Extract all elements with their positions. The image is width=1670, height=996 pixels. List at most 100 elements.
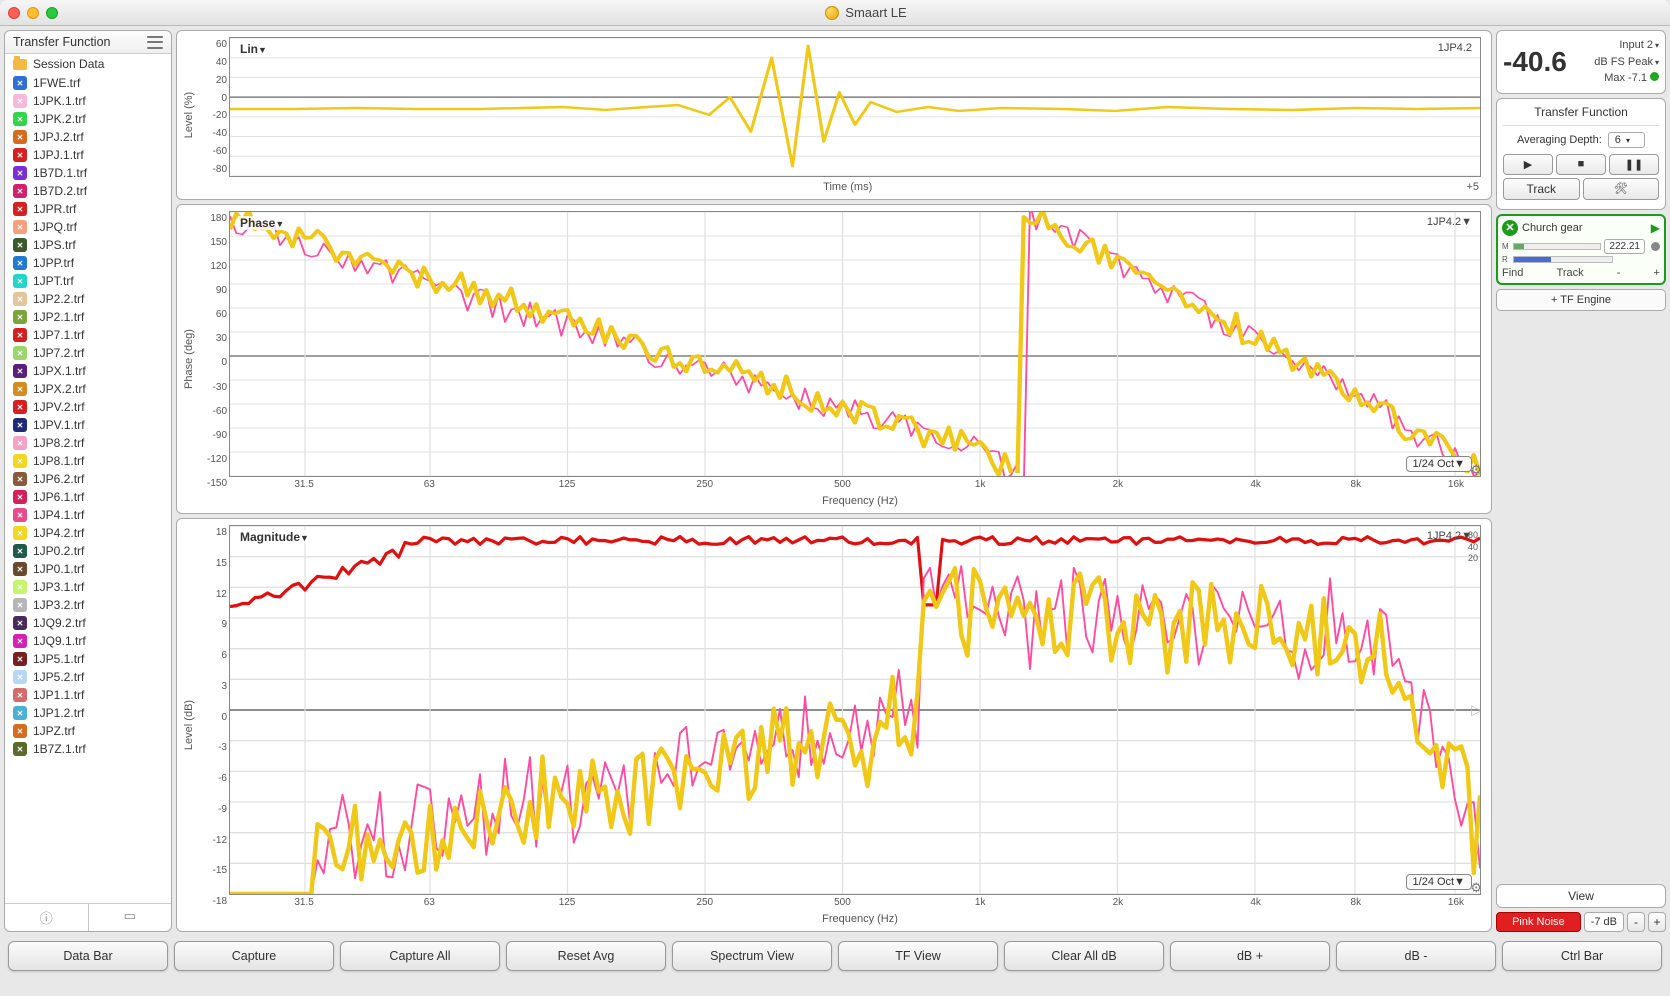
file-icon [13,220,27,234]
file-row[interactable]: 1JPJ.1.trf [5,146,171,164]
file-row[interactable]: 1JP6.2.trf [5,470,171,488]
file-row[interactable]: 1JP2.2.trf [5,290,171,308]
file-row[interactable]: 1JQ9.1.trf [5,632,171,650]
minimize-window-icon[interactable] [27,7,39,19]
mag-plot-area[interactable]: Magnitude▼ 1JP4.2▼ 1/24 Oct▼ 804020 ▷ ✕ … [229,525,1481,895]
sidebar-title: Transfer Function [13,35,111,49]
file-row[interactable]: 1JP5.1.trf [5,650,171,668]
file-row[interactable]: 1JP1.2.trf [5,704,171,722]
pink-plus-button[interactable]: + [1648,912,1666,932]
ir-time-offset: +5 [1466,181,1479,193]
file-row[interactable]: 1B7D.2.trf [5,182,171,200]
tf-play-button[interactable]: ▶ [1503,154,1553,175]
file-row[interactable]: 1JP1.1.trf [5,686,171,704]
file-row[interactable]: 1JPQ.trf [5,218,171,236]
file-icon [13,346,27,360]
file-row[interactable]: 1FWE.trf [5,74,171,92]
file-row[interactable]: 1JPT.trf [5,272,171,290]
bottom-ctrl-bar-button[interactable]: Ctrl Bar [1502,941,1662,971]
file-row[interactable]: 1JP6.1.trf [5,488,171,506]
pink-minus-button[interactable]: - [1627,912,1645,932]
file-row[interactable]: 1JPX.2.trf [5,380,171,398]
mag-smoothing-selector[interactable]: 1/24 Oct▼ [1406,874,1472,890]
engine-track-button[interactable]: Track [1557,267,1584,279]
generator-row: Pink Noise -7 dB - + [1496,912,1666,932]
bottom-spectrum-view-button[interactable]: Spectrum View [672,941,832,971]
file-row[interactable]: 1JP0.2.trf [5,542,171,560]
file-row[interactable]: 1JPV.2.trf [5,398,171,416]
file-row[interactable]: 1JPK.2.trf [5,110,171,128]
file-row[interactable]: 1JPZ.trf [5,722,171,740]
bottom-capture-button[interactable]: Capture [174,941,334,971]
bottom-clear-all-db-button[interactable]: Clear All dB [1004,941,1164,971]
add-tf-engine-button[interactable]: + TF Engine [1496,289,1666,311]
close-window-icon[interactable] [8,7,20,19]
file-name: 1JPS.trf [33,238,76,252]
file-row[interactable]: 1JP7.2.trf [5,344,171,362]
file-row[interactable]: 1JPK.1.trf [5,92,171,110]
bottom-tf-view-button[interactable]: TF View [838,941,998,971]
file-icon [13,400,27,414]
file-row[interactable]: 1JPX.1.trf [5,362,171,380]
file-row[interactable]: 1JPR.trf [5,200,171,218]
file-row[interactable]: 1JP7.1.trf [5,326,171,344]
file-row[interactable]: 1JP3.1.trf [5,578,171,596]
file-row[interactable]: 1JPP.trf [5,254,171,272]
mag-title[interactable]: Magnitude▼ [238,530,311,544]
tf-pause-button[interactable]: ❚❚ [1609,154,1659,175]
ir-title[interactable]: Lin▼ [238,42,269,56]
delay-value[interactable]: 222.21 [1604,239,1645,254]
file-row[interactable]: 1JP8.2.trf [5,434,171,452]
mag-play-cursor-icon[interactable]: ▷ [1471,702,1481,719]
file-row[interactable]: 1B7Z.1.trf [5,740,171,758]
file-row[interactable]: 1JP4.2.trf [5,524,171,542]
file-name: 1JPJ.2.trf [33,130,84,144]
input-selector[interactable]: Input 2▾ [1594,37,1659,54]
engine-play-icon[interactable]: ▶ [1651,221,1660,235]
tf-track-button[interactable]: Track [1503,178,1580,200]
file-name: 1JPR.trf [33,202,76,216]
tf-tools-button[interactable]: 🛠 [1583,178,1660,200]
phase-plot-area[interactable]: Phase▼ 1JP4.2▼ 1/24 Oct▼ ✕ ⚙ [229,211,1481,477]
file-row[interactable]: 1JP2.1.trf [5,308,171,326]
phase-smoothing-selector[interactable]: 1/24 Oct▼ [1406,456,1472,472]
engine-plus-button[interactable]: + [1654,267,1660,279]
sidebar-device-button[interactable]: ▭ [89,904,172,931]
averaging-row: Averaging Depth: 6 ▾ [1503,132,1659,148]
file-row[interactable]: 1B7D.1.trf [5,164,171,182]
file-row[interactable]: 1JPJ.2.trf [5,128,171,146]
file-row[interactable]: 1JPS.trf [5,236,171,254]
engine-minus-button[interactable]: - [1617,267,1621,279]
bottom-db-+-button[interactable]: dB + [1170,941,1330,971]
file-row[interactable]: 1JP3.2.trf [5,596,171,614]
file-name: 1JP8.2.trf [33,436,84,450]
phase-title[interactable]: Phase▼ [238,216,286,230]
sidebar-info-button[interactable]: ⓘ [5,904,89,931]
sidebar-menu-icon[interactable] [147,36,163,49]
averaging-depth-select[interactable]: 6 ▾ [1608,132,1645,148]
zoom-window-icon[interactable] [46,7,58,19]
file-row[interactable]: 1JP8.1.trf [5,452,171,470]
sidebar: Transfer Function Session Data 1FWE.trf1… [4,30,172,932]
bottom-data-bar-button[interactable]: Data Bar [8,941,168,971]
bottom-reset-avg-button[interactable]: Reset Avg [506,941,666,971]
file-row[interactable]: 1JP4.1.trf [5,506,171,524]
engine-find-button[interactable]: Find [1502,267,1523,279]
level-mode-selector[interactable]: dB FS Peak▾ [1594,54,1659,71]
view-button[interactable]: View [1496,884,1666,908]
mag-trace-label[interactable]: 1JP4.2▼ [1427,530,1472,542]
file-row[interactable]: 1JQ9.2.trf [5,614,171,632]
bottom-db---button[interactable]: dB - [1336,941,1496,971]
session-data-row[interactable]: Session Data [5,54,171,74]
file-row[interactable]: 1JPV.1.trf [5,416,171,434]
tf-stop-button[interactable]: ■ [1556,154,1606,175]
pink-noise-button[interactable]: Pink Noise [1496,912,1581,932]
meter-r-row: R [1502,255,1660,264]
bottom-capture-all-button[interactable]: Capture All [340,941,500,971]
ir-plot-area[interactable]: Lin▼ 1JP4.2 ✕ [229,37,1481,177]
phase-trace-label[interactable]: 1JP4.2▼ [1427,216,1472,228]
magnitude-panel: Level (dB) 1815129630-3-6-9-12-15-18 Mag… [176,518,1492,932]
file-row[interactable]: 1JP0.1.trf [5,560,171,578]
engine-close-icon[interactable]: ✕ [1502,220,1518,236]
file-row[interactable]: 1JP5.2.trf [5,668,171,686]
